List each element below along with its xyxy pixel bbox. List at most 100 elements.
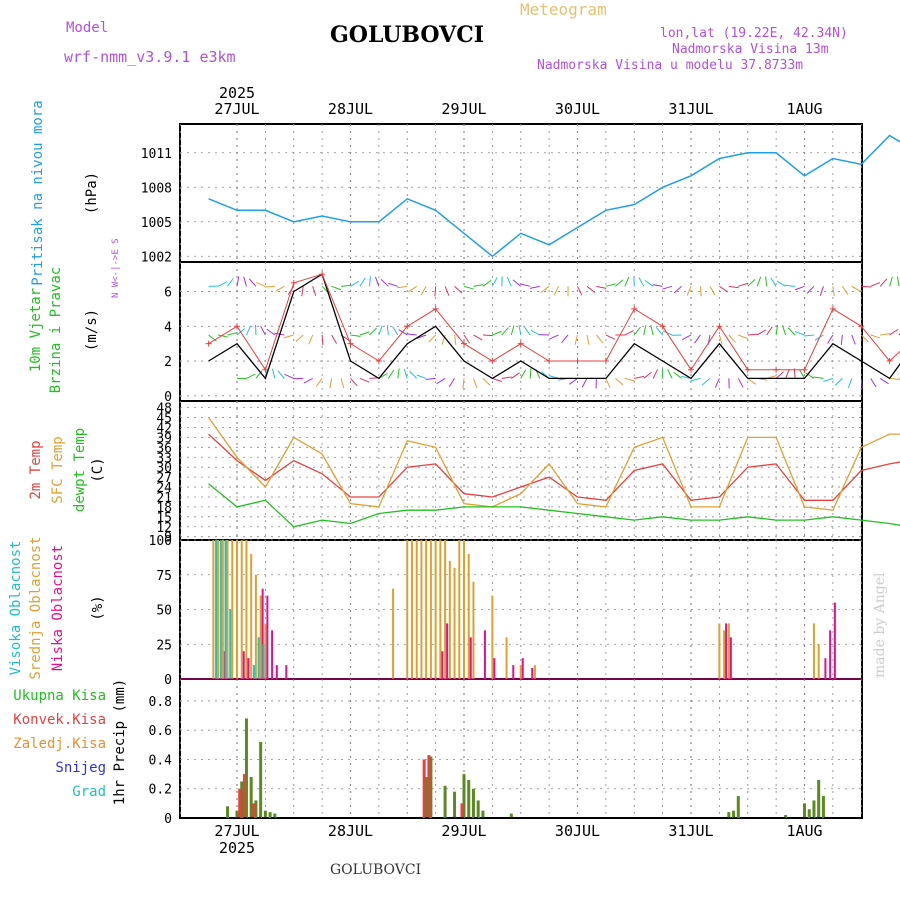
wind-arrow bbox=[889, 328, 899, 336]
wind-arrow bbox=[454, 285, 463, 294]
gust-marker bbox=[432, 305, 439, 312]
total-rain-bar bbox=[812, 800, 816, 818]
wind-arrow bbox=[569, 378, 578, 385]
wind-arrow bbox=[359, 331, 370, 336]
y-tick-label: 1011 bbox=[141, 147, 172, 162]
wind-arrow bbox=[444, 286, 450, 296]
wind-arrow bbox=[529, 285, 540, 289]
wind-arrow bbox=[463, 334, 471, 344]
mid-cloud-bar bbox=[250, 553, 253, 679]
wind-arrow bbox=[340, 378, 345, 389]
wind-arrow bbox=[690, 377, 701, 382]
wind-arrow bbox=[264, 285, 275, 288]
wind-arrow bbox=[728, 285, 739, 289]
wind-unit: (m/s) bbox=[84, 309, 100, 351]
sfc-temp-title: SFC Temp bbox=[50, 436, 66, 503]
wind-arrow bbox=[673, 371, 682, 379]
gust-marker bbox=[375, 358, 382, 365]
gust-marker bbox=[602, 358, 609, 365]
wind-arrow bbox=[794, 285, 805, 291]
wind-arrow bbox=[787, 327, 796, 336]
low-cloud-bar bbox=[531, 667, 534, 679]
wind-arrow bbox=[529, 368, 532, 379]
wind-arrow bbox=[896, 276, 900, 287]
y-tick-label: 12 bbox=[156, 521, 172, 536]
wind-arrow bbox=[540, 285, 550, 293]
wind-arrow bbox=[701, 378, 711, 386]
mid-cloud-bar bbox=[448, 560, 451, 679]
wind-arrow bbox=[491, 277, 498, 287]
wind-arrow bbox=[321, 334, 324, 345]
wind-arrow bbox=[799, 369, 805, 379]
wind-arrow bbox=[879, 377, 889, 385]
convective-rain-bar bbox=[427, 755, 431, 818]
y-tick-label: 100 bbox=[149, 534, 172, 549]
wind-arrow bbox=[462, 378, 465, 389]
y-tick-label: 39 bbox=[156, 431, 172, 446]
wind-arrow bbox=[248, 278, 257, 287]
wind-arrow bbox=[770, 277, 777, 287]
wind-arrow bbox=[747, 378, 757, 385]
gust-marker bbox=[319, 271, 326, 278]
wind-speed-line bbox=[208, 273, 900, 380]
wind-arrow bbox=[870, 334, 881, 339]
wind-arrow bbox=[819, 286, 824, 296]
wind-arrow bbox=[374, 276, 380, 287]
mid-cloud-bar bbox=[491, 595, 494, 679]
mid-cloud-bar bbox=[472, 581, 475, 679]
wind-arrow bbox=[775, 371, 784, 379]
total-rain-bar bbox=[249, 777, 253, 818]
mid-cloud-bar bbox=[236, 540, 238, 679]
wind-arrow bbox=[315, 378, 323, 387]
wind-arrow bbox=[785, 368, 790, 379]
wind-arrow bbox=[596, 285, 607, 289]
wind-arrow bbox=[308, 334, 314, 345]
y-tick-label: 36 bbox=[156, 441, 172, 456]
wind-arrow bbox=[832, 286, 835, 297]
gust-marker bbox=[659, 323, 666, 330]
wind-arrow bbox=[805, 372, 815, 379]
wind-arrow bbox=[406, 333, 417, 336]
y-tick-label: 0.4 bbox=[149, 753, 173, 768]
coords-label: lon,lat (19.22E, 42.34N) bbox=[660, 26, 848, 41]
wind-arrow bbox=[454, 334, 457, 345]
wind-arrow bbox=[813, 376, 824, 379]
wind-arrow bbox=[709, 286, 716, 296]
wind-arrow bbox=[387, 369, 395, 379]
wind-arrow bbox=[416, 374, 427, 379]
low-cloud-bar bbox=[512, 665, 515, 679]
mid-cloud-bar bbox=[723, 630, 726, 679]
station-title: GOLUBOVCI bbox=[330, 22, 485, 48]
total-rain-bar bbox=[476, 800, 480, 818]
total-rain-bar bbox=[509, 813, 513, 818]
wind-arrow bbox=[388, 282, 398, 287]
wind-arrow bbox=[624, 377, 635, 382]
wind-arrow bbox=[577, 286, 583, 296]
y-tick-label: 9 bbox=[164, 531, 172, 546]
y-tick-label: 25 bbox=[156, 638, 172, 653]
high-cloud-title: Visoka Oblacnost bbox=[8, 541, 24, 676]
wind-arrow bbox=[512, 279, 522, 287]
wind-arrow bbox=[208, 334, 217, 342]
wind-arrow bbox=[861, 285, 872, 288]
footer-station: GOLUBOVCI bbox=[330, 862, 422, 878]
panel-frame bbox=[179, 400, 863, 541]
wind-arrow bbox=[329, 378, 333, 389]
y-tick-label: 42 bbox=[156, 421, 172, 436]
wind-arrow bbox=[633, 326, 641, 336]
wind-arrow bbox=[518, 325, 522, 336]
gust-marker bbox=[205, 340, 212, 347]
wind-arrow bbox=[870, 378, 877, 388]
mid-cloud-title: Srednja Oblacnost bbox=[28, 536, 44, 679]
mid-cloud-bar bbox=[425, 540, 428, 679]
convective-rain-bar bbox=[242, 774, 246, 818]
y-tick-label: 1005 bbox=[141, 216, 172, 231]
wind-arrow bbox=[699, 286, 702, 297]
mid-cloud-bar bbox=[434, 540, 437, 679]
x-tick-label-top: 30JUL bbox=[555, 100, 600, 118]
low-cloud-bar bbox=[247, 658, 250, 679]
total-rain-bar bbox=[443, 785, 447, 818]
low-cloud-bar bbox=[261, 588, 264, 679]
pressure-line bbox=[208, 134, 900, 258]
